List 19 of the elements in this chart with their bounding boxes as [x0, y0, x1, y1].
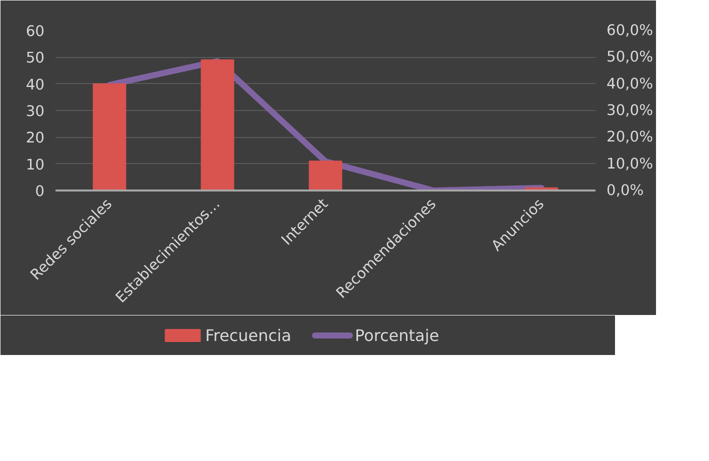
y2-tick-label: 0,0%	[606, 182, 644, 199]
legend-label: Frecuencia	[205, 326, 292, 345]
y-tick-label: 20	[26, 130, 45, 147]
y2-tick-label: 50,0%	[606, 48, 654, 66]
y2-tick-label: 10,0%	[606, 155, 654, 172]
y-tick-label: 30	[26, 103, 45, 120]
y2-tick-label: 30,0%	[606, 102, 654, 119]
y-tick-label: 50	[26, 50, 45, 67]
bar	[200, 59, 234, 190]
y2-tick-label: 40,0%	[606, 75, 654, 92]
y2-tick-label: 20,0%	[606, 128, 654, 146]
y-tick-label: 10	[26, 156, 45, 174]
legend-label: Porcentaje	[354, 326, 440, 345]
y-tick-label: 0	[35, 183, 45, 200]
bar	[308, 160, 342, 190]
y-tick-label: 40	[26, 76, 45, 94]
bar	[92, 83, 126, 190]
y-tick-label: 60	[26, 23, 45, 40]
y2-tick-label: 60,0%	[606, 22, 654, 39]
